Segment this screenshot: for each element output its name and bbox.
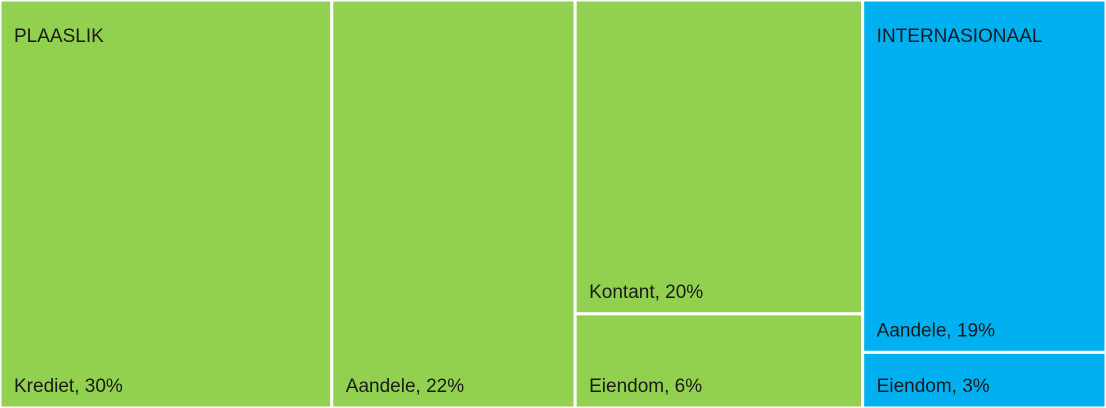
cell-label: Kontant, 20% <box>589 282 703 303</box>
treemap-cell <box>573 312 865 408</box>
group-label: INTERNASIONAAL <box>877 26 1043 47</box>
treemap-cell <box>573 0 865 316</box>
cell-label: Aandele, 22% <box>346 376 464 397</box>
cell-label: Eiendom, 6% <box>589 376 702 397</box>
treemap-cell <box>861 0 1106 354</box>
treemap-cell <box>0 0 334 408</box>
treemap-cell <box>861 350 1106 408</box>
group-label: PLAASLIK <box>14 26 104 47</box>
cell-label: Eiendom, 3% <box>877 376 990 397</box>
treemap-cell <box>330 0 577 408</box>
cell-label: Aandele, 19% <box>877 320 995 341</box>
cell-label: Krediet, 30% <box>14 376 123 397</box>
